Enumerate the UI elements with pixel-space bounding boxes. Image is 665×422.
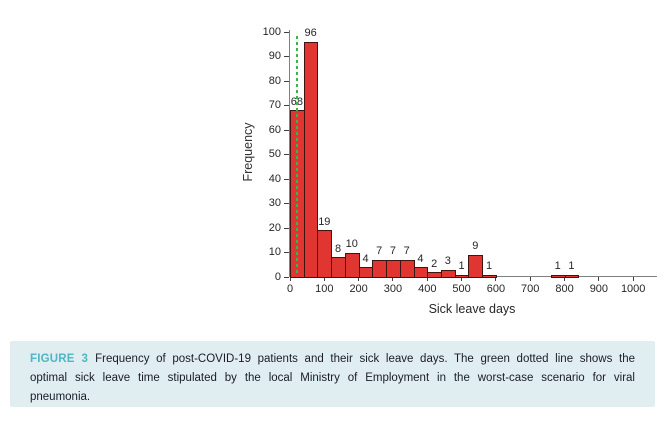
x-tick [461, 277, 463, 281]
y-tick [283, 56, 289, 57]
bar-value-label: 7 [376, 245, 383, 258]
y-tick [283, 178, 289, 180]
x-tick [426, 277, 428, 281]
x-tick [564, 277, 566, 281]
bar-value-label: 1 [554, 260, 561, 273]
y-tick-label: 100 [262, 25, 281, 38]
x-tick-label: 700 [521, 283, 540, 295]
x-tick-label: 800 [555, 283, 574, 295]
y-tick-label: 50 [268, 148, 281, 160]
bar-value-label: 4 [362, 252, 369, 265]
bar-value-label: 1 [568, 260, 575, 273]
y-tick-label: 40 [268, 172, 281, 185]
y-tick [283, 203, 289, 204]
x-tick [632, 277, 634, 281]
histogram-bar [372, 259, 388, 278]
bar-value-label: 96 [304, 27, 317, 40]
x-tick-label: 0 [286, 283, 294, 295]
y-tick [283, 129, 289, 131]
bar-value-label: 4 [417, 252, 424, 265]
bar-value-label: 7 [389, 245, 397, 258]
caption-line-3: pneumonia. [30, 391, 91, 403]
y-tick-label: 10 [268, 246, 281, 258]
x-tick-label: 100 [315, 283, 334, 295]
y-tick [283, 80, 289, 82]
y-axis-line [288, 30, 290, 276]
y-tick-label: 0 [274, 270, 281, 283]
x-tick-label: 900 [589, 283, 609, 295]
figure-caption: FIGURE 3 Frequency of post-COVID-19 patie… [10, 341, 655, 407]
histogram-bar [454, 274, 470, 278]
y-tick-label: 70 [268, 99, 281, 111]
y-tick-label: 20 [268, 221, 281, 234]
histogram-bar [303, 41, 319, 278]
bar-value-label: 3 [444, 255, 451, 268]
histogram-bar [386, 259, 401, 278]
y-tick [283, 154, 289, 155]
caption-line-1: FIGURE 3 Frequency of post-COVID-19 patie… [30, 350, 635, 369]
figure-number-label: FIGURE 3 [30, 353, 89, 365]
bar-value-label: 8 [334, 242, 342, 255]
x-tick-label: 1000 [620, 283, 646, 295]
bar-value-label: 9 [472, 240, 479, 253]
x-tick [529, 277, 531, 281]
bar-value-label: 1 [458, 260, 465, 273]
reference-line [296, 36, 298, 276]
histogram-chart: Frequency Sick leave days 0 100 200 300 400 5… [241, 25, 657, 316]
y-tick [283, 31, 289, 33]
bar-value-label: 7 [403, 245, 410, 258]
histogram-bar [468, 254, 484, 278]
x-tick [495, 277, 497, 281]
y-tick-label: 30 [268, 197, 281, 209]
bar-value-label: 19 [318, 215, 331, 228]
histogram-bar [564, 274, 580, 278]
x-tick-label: 400 [418, 283, 437, 295]
y-tick [283, 227, 289, 229]
histogram-bar [317, 230, 333, 278]
x-axis-title: Sick leave days [428, 302, 516, 316]
histogram-bar [550, 274, 566, 278]
caption-line-2: optimal sick leave time stipulated by th… [30, 372, 635, 384]
x-tick [323, 277, 325, 281]
x-tick [392, 277, 394, 281]
y-tick-label: 90 [268, 50, 281, 62]
bar-value-label: 10 [345, 238, 358, 250]
histogram-bar [358, 267, 374, 278]
x-tick [598, 277, 600, 281]
x-tick [358, 277, 360, 281]
y-tick [283, 105, 289, 106]
x-tick [289, 277, 291, 281]
y-tick-label: 60 [268, 123, 281, 136]
x-tick-label: 600 [486, 283, 506, 295]
bar-value-label: 1 [485, 260, 493, 273]
histogram-bar [441, 269, 456, 278]
caption-text-1: Frequency of post-COVID-19 patients and … [95, 353, 635, 365]
bar-value-label: 2 [431, 257, 438, 270]
x-tick-label: 200 [349, 283, 368, 295]
y-tick [283, 276, 289, 278]
histogram-bar [427, 272, 442, 278]
x-tick-label: 500 [452, 283, 471, 295]
histogram-bar [344, 252, 360, 278]
y-tick [283, 252, 289, 253]
histogram-bar [331, 257, 346, 278]
histogram-bar [482, 274, 497, 278]
x-tick-label: 300 [383, 283, 403, 295]
y-tick-label: 80 [268, 74, 281, 87]
